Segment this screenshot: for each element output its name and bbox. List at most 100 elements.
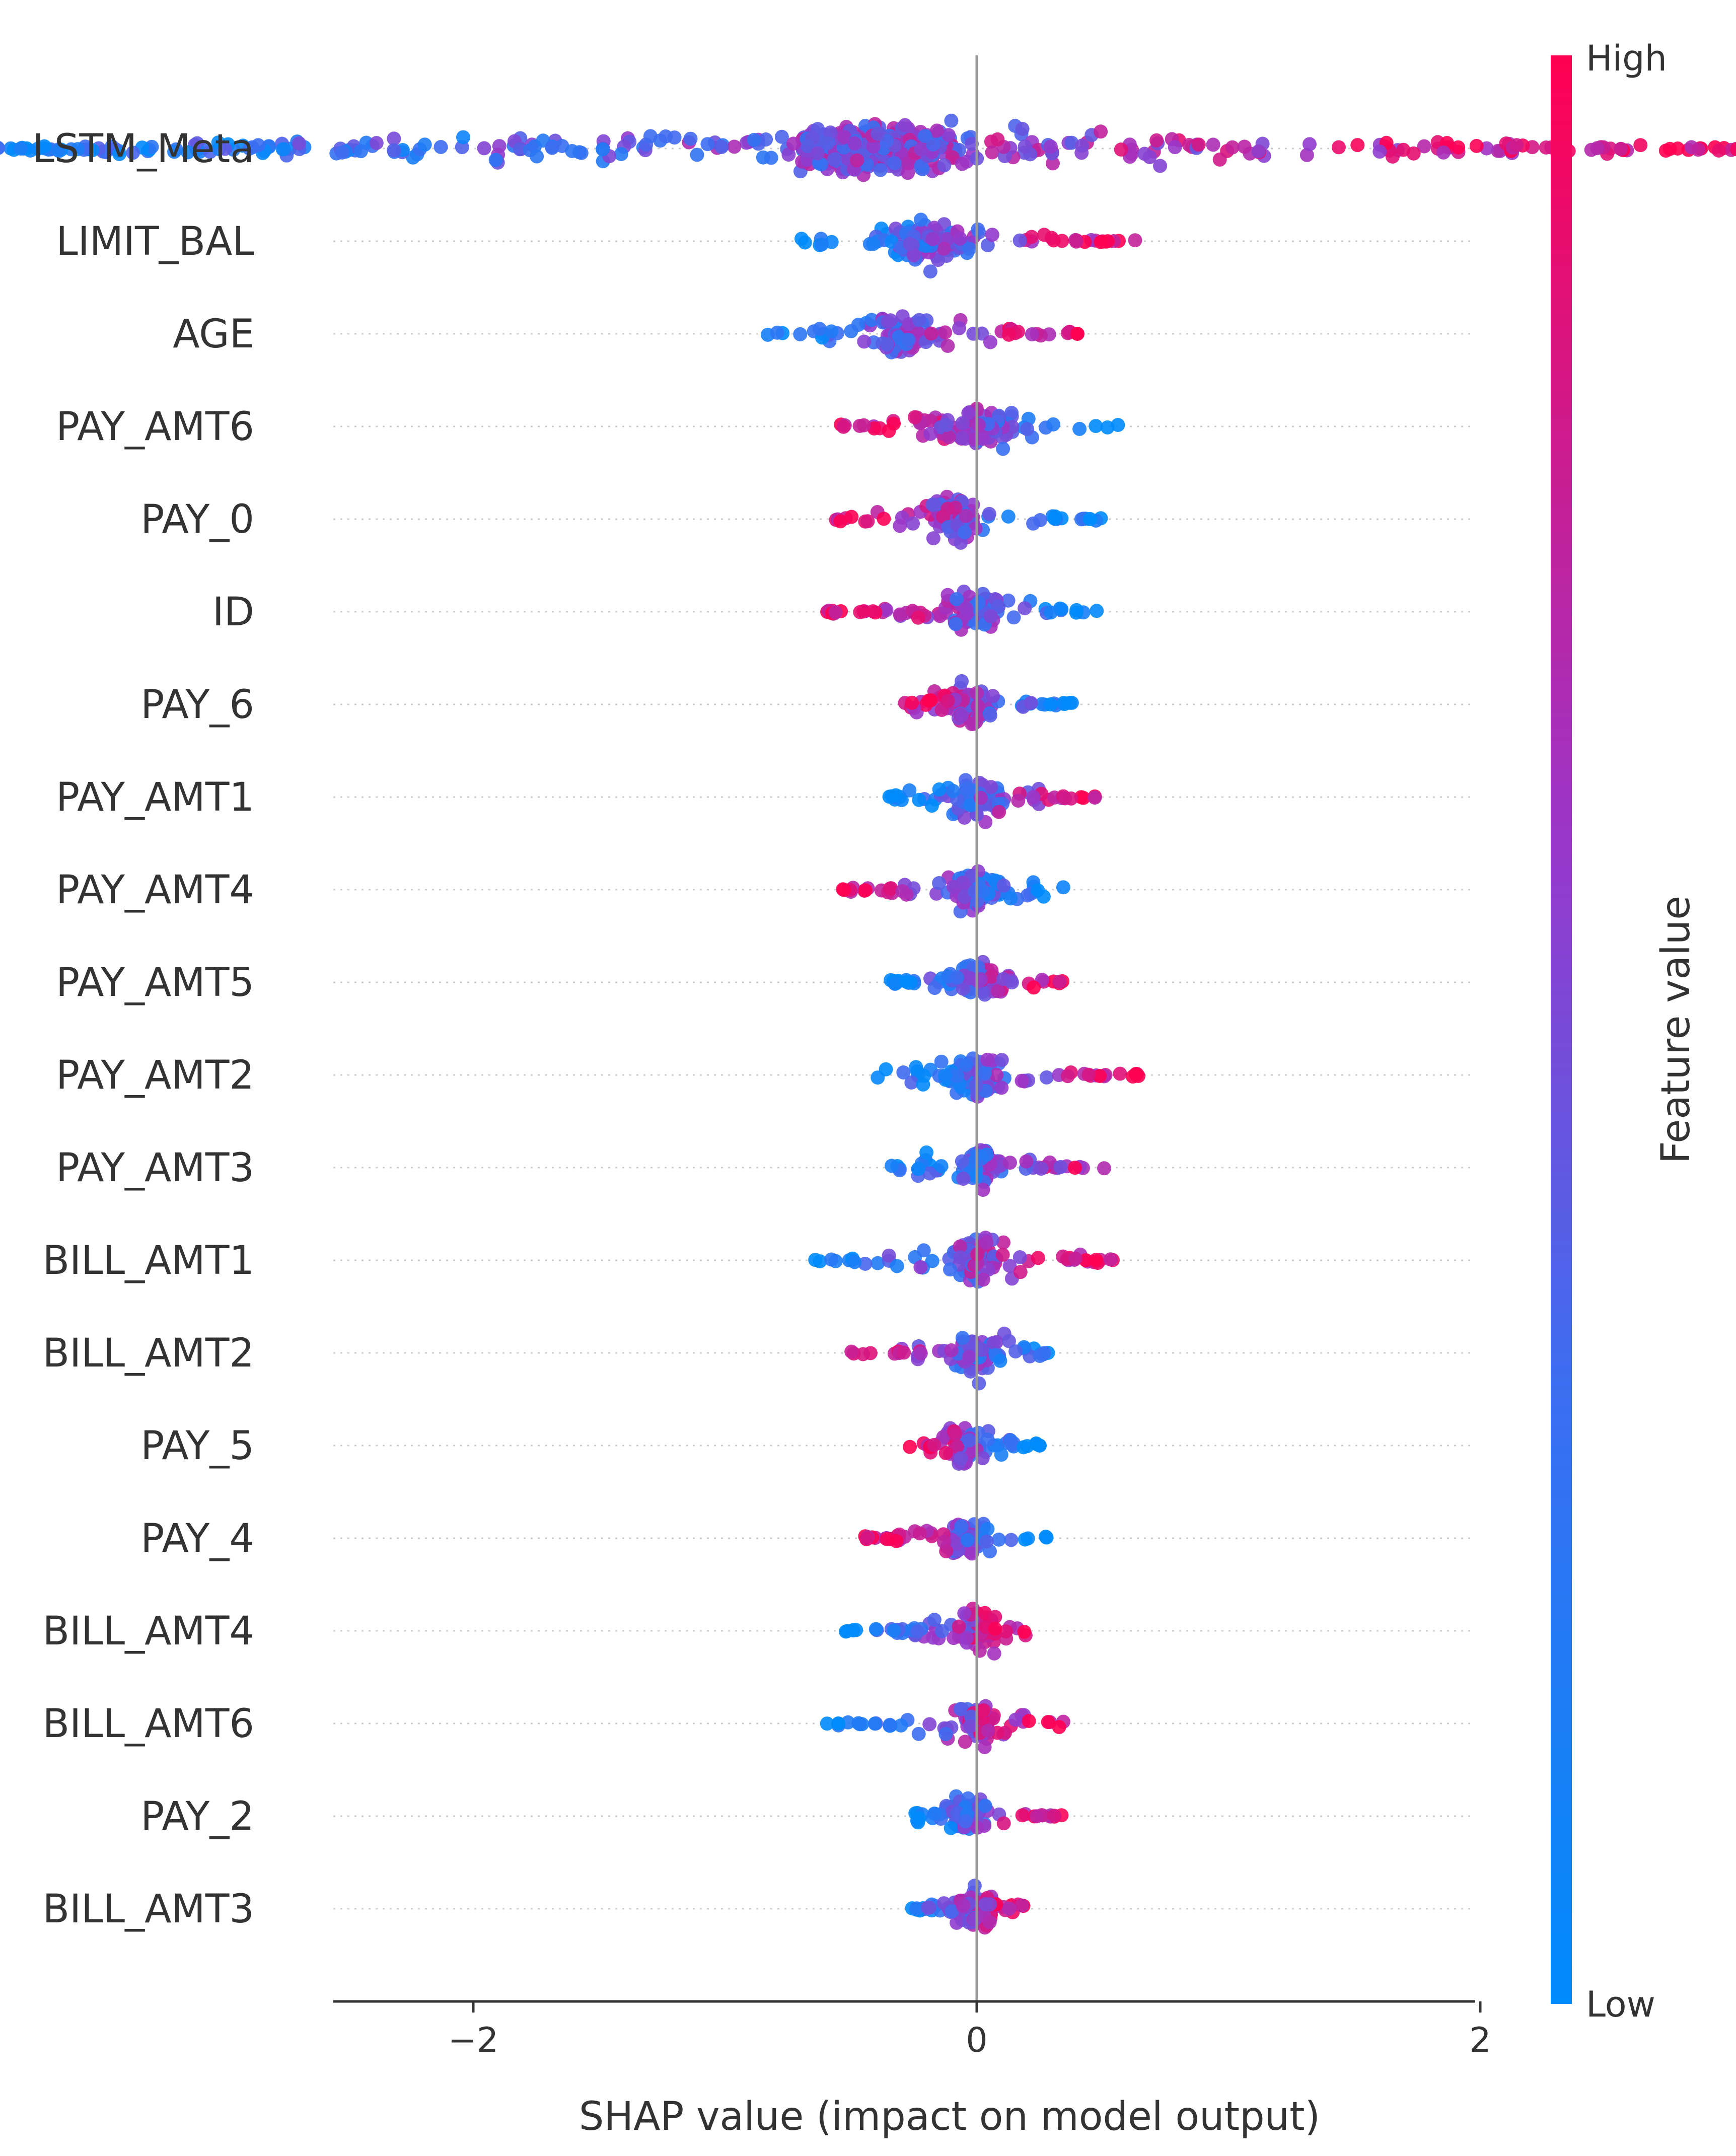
shap-point xyxy=(1069,234,1083,249)
shap-point xyxy=(1005,1438,1020,1452)
shap-point xyxy=(911,1727,926,1741)
shap-point xyxy=(1590,141,1605,156)
shap-point xyxy=(840,1624,854,1638)
shap-point xyxy=(1021,411,1036,426)
shap-point xyxy=(945,1904,959,1919)
shap-point xyxy=(1024,696,1038,710)
shap-point xyxy=(614,147,628,161)
shap-point xyxy=(921,1901,935,1915)
shap-point xyxy=(801,139,815,154)
shap-point xyxy=(1153,159,1168,173)
shap-point xyxy=(1015,1898,1029,1913)
shap-point xyxy=(916,1243,931,1258)
shap-point xyxy=(1711,143,1726,158)
shap-point xyxy=(877,512,891,526)
shap-point xyxy=(887,156,902,171)
shap-point xyxy=(914,142,928,157)
shap-point xyxy=(919,1145,934,1160)
shap-point xyxy=(994,1448,1008,1462)
shap-point xyxy=(1048,509,1062,524)
shap-point xyxy=(932,782,947,797)
shap-point xyxy=(1090,604,1104,618)
shap-point xyxy=(988,1622,1002,1636)
shap-point xyxy=(456,130,470,145)
shap-point xyxy=(986,1335,1001,1350)
shap-point xyxy=(1068,1161,1082,1175)
shap-point xyxy=(1350,138,1365,153)
shap-point xyxy=(987,1646,1001,1661)
shap-point xyxy=(912,1526,927,1541)
shap-point xyxy=(1015,122,1030,136)
shap-point xyxy=(1019,1154,1034,1169)
shap-point xyxy=(941,501,955,516)
shap-point xyxy=(975,884,990,899)
shap-point xyxy=(944,113,959,128)
shap-point xyxy=(959,1631,974,1645)
shap-point xyxy=(1251,144,1266,159)
shap-point xyxy=(912,1811,926,1826)
shap-point xyxy=(976,1272,990,1287)
shap-point xyxy=(866,237,881,251)
shap-point xyxy=(960,1533,975,1547)
shap-point xyxy=(954,708,969,723)
shap-point xyxy=(833,514,848,529)
shap-point xyxy=(793,327,808,341)
shap-point xyxy=(959,601,973,616)
feature-label: BILL_AMT4 xyxy=(43,1609,254,1654)
shap-point xyxy=(975,1451,990,1466)
shap-point xyxy=(1018,1532,1032,1547)
shap-point xyxy=(1100,420,1115,435)
shap-point xyxy=(893,519,907,533)
shap-point xyxy=(1088,790,1102,805)
shap-point xyxy=(965,1546,979,1561)
shap-point xyxy=(417,137,432,152)
shap-point xyxy=(967,1879,982,1893)
shap-point xyxy=(1068,1251,1082,1266)
shap-point xyxy=(1008,1712,1023,1727)
shap-point xyxy=(914,212,928,227)
shap-point xyxy=(998,1624,1013,1639)
shap-point xyxy=(913,1260,928,1274)
shap-point xyxy=(887,416,901,431)
shap-point xyxy=(962,1433,976,1448)
shap-point xyxy=(957,890,972,904)
shap-point xyxy=(902,783,917,798)
shap-point xyxy=(943,1262,957,1277)
shap-outlier-point xyxy=(1083,512,1097,526)
colorbar-low-label: Low xyxy=(1586,1984,1655,2025)
shap-point xyxy=(986,689,1000,703)
x-axis-ticks: −4−202 xyxy=(448,2001,1491,2060)
shap-point xyxy=(1060,1069,1075,1084)
colorbar-high-label: High xyxy=(1586,38,1667,79)
shap-point xyxy=(1046,156,1060,171)
shap-point xyxy=(1025,327,1039,341)
shap-point xyxy=(810,146,825,161)
colorbar-title: Feature value xyxy=(1653,896,1699,1164)
feature-label: ID xyxy=(212,590,254,635)
shap-point xyxy=(1041,1715,1055,1730)
shap-point xyxy=(813,1254,827,1269)
shap-point xyxy=(770,325,784,340)
feature-points-bill-amt2 xyxy=(844,1326,1055,1391)
shap-point xyxy=(992,805,1006,819)
shap-point xyxy=(596,142,610,157)
shap-point xyxy=(955,674,969,688)
shap-point xyxy=(906,248,921,262)
shap-point xyxy=(52,143,66,158)
shap-point xyxy=(977,1740,992,1754)
feature-label: BILL_AMT2 xyxy=(43,1331,254,1376)
shap-point xyxy=(972,1376,986,1391)
shap-point xyxy=(927,1613,942,1627)
shap-point xyxy=(433,140,448,154)
shap-point xyxy=(929,886,944,901)
shap-point xyxy=(960,781,974,796)
shap-point xyxy=(983,335,997,349)
shap-point xyxy=(856,1347,871,1361)
shap-point xyxy=(1094,124,1108,139)
shap-point xyxy=(959,1058,973,1072)
shap-point xyxy=(896,1065,911,1080)
shap-point xyxy=(924,326,938,341)
feature-label: LSTM_Meta xyxy=(32,126,254,172)
